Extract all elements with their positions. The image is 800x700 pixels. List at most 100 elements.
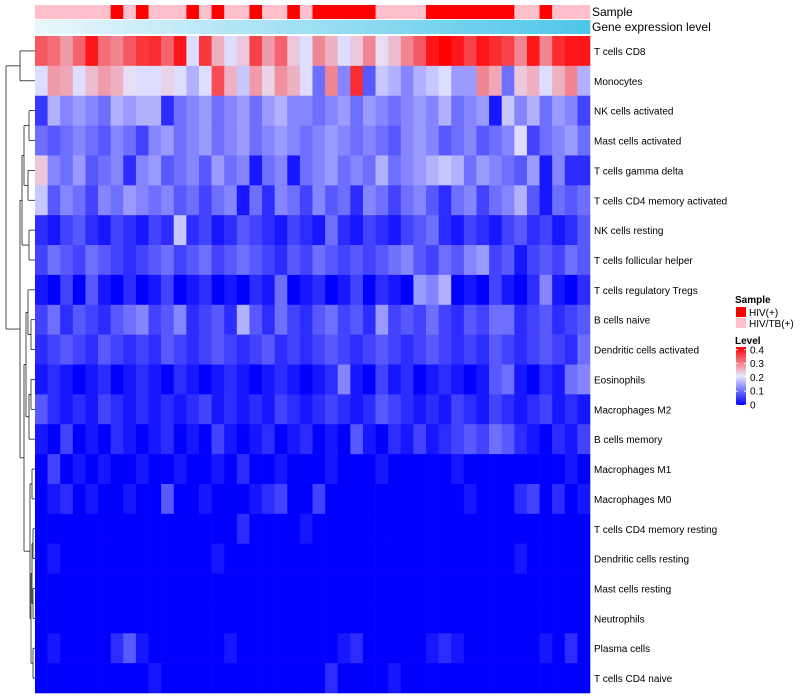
heatmap-cell [539,95,553,126]
heatmap-cell [489,483,503,515]
expression-annotation-cell [161,20,175,34]
sample-annotation-cell [476,5,490,19]
heatmap-cell [161,245,175,276]
heatmap-cell [388,603,402,634]
heatmap-cell [110,65,124,97]
heatmap-cells [35,36,591,694]
heatmap-cell [463,65,477,97]
heatmap-cell [526,513,540,544]
heatmap-cell [539,424,553,455]
sample-annotation-cell [85,5,99,19]
heatmap-cell [463,513,477,544]
heatmap-cell [211,215,225,246]
heatmap-cell [35,633,48,664]
heatmap-cell [224,424,238,455]
heatmap-cell [173,334,187,365]
heatmap-cell [161,334,175,365]
heatmap-cell [400,304,414,335]
heatmap-cell [274,394,288,425]
sample-annotation-cell [60,5,74,19]
heatmap-cell [564,513,578,544]
heatmap-cell [47,394,61,425]
heatmap-cell [337,125,351,156]
heatmap-cell [173,394,187,425]
heatmap-cell [198,245,212,276]
heatmap-cell [539,36,553,67]
heatmap-cell [451,394,465,425]
heatmap-cell [236,424,250,455]
heatmap-cell [173,364,187,395]
heatmap-cell [375,663,389,694]
heatmap-cell [198,65,212,97]
heatmap-cell [135,483,149,515]
expression-annotation-cell [413,20,427,34]
heatmap-cell [438,274,452,306]
heatmap-cell [375,274,389,306]
heatmap-cell [388,304,402,335]
heatmap-cell [426,663,439,694]
row-label: T cells CD4 memory activated [594,196,727,207]
heatmap-cell [72,394,86,425]
heatmap-cell [287,483,301,515]
heatmap-cell [224,274,238,306]
heatmap-cell [161,543,175,574]
expression-annotation-cell [526,20,540,34]
heatmap-cell [375,454,389,485]
heatmap-cell [110,543,124,574]
row-label: Mast cells resting [594,584,671,595]
heatmap-cell [186,65,200,97]
heatmap-cell [539,633,553,664]
heatmap-cell [236,454,250,485]
heatmap-cell [514,513,528,544]
heatmap-cell [501,274,515,306]
heatmap-cell [350,215,364,246]
heatmap-cell [262,36,275,67]
heatmap-cell [98,633,111,664]
heatmap-cell [514,36,528,67]
heatmap-cell [577,155,591,186]
heatmap-cell [135,603,149,634]
heatmap-cell [186,155,200,186]
row-label: NK cells activated [594,107,673,118]
heatmap-cell [577,633,591,664]
heatmap-cell [173,155,187,186]
heatmap-cell [526,334,540,365]
expression-annotation-cell [224,20,238,34]
heatmap-cell [98,155,111,186]
heatmap-cell [350,364,364,395]
heatmap-cell [35,603,48,634]
heatmap-cell [287,245,301,276]
heatmap-cell [514,65,528,97]
heatmap-cell [211,364,225,395]
heatmap-cell [224,394,238,425]
heatmap-cell [426,65,439,97]
heatmap-cell [388,155,402,186]
heatmap-cell [161,603,175,634]
heatmap-cell [198,394,212,425]
heatmap-cell [72,633,86,664]
heatmap-cell [337,603,351,634]
heatmap-cell [463,483,477,515]
row-label: T cells regulatory Tregs [594,286,698,297]
heatmap-cell [224,454,238,485]
heatmap-cell [211,185,225,216]
heatmap-cell [350,454,364,485]
heatmap-cell [262,663,275,694]
heatmap-cell [123,573,137,604]
heatmap-cell [312,65,326,97]
expression-annotation-cell [350,20,364,34]
heatmap-cell [161,65,175,97]
heatmap-cell [198,543,212,574]
heatmap-cell [312,424,326,455]
heatmap-cell [476,274,490,306]
heatmap-cell [262,543,275,574]
heatmap-cell [337,394,351,425]
heatmap-cell [539,543,553,574]
heatmap-cell [72,36,86,67]
heatmap-cell [85,185,99,216]
heatmap-cell [135,454,149,485]
heatmap-cell [249,454,263,485]
expression-annotation-cell [123,20,137,34]
heatmap-cell [577,603,591,634]
